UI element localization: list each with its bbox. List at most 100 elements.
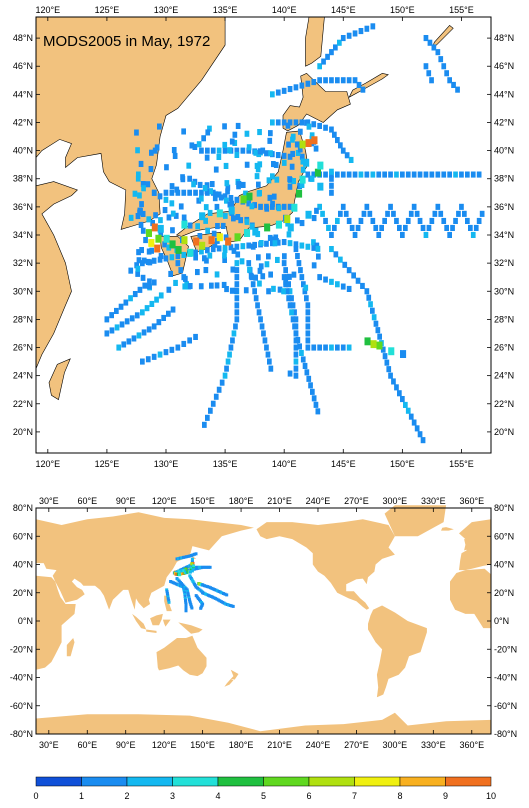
observation-cell [340,344,346,351]
lat-tick-label: 38°N [13,174,33,184]
observation-cell [287,240,293,247]
observation-cell [400,396,405,403]
global-map: 30°E 30°E 60°E 60°E 90°E 90°E 120°E 120°E 150°E 1… [10,496,517,750]
observation-cell [338,142,343,149]
observation-cell [291,271,297,278]
observation-cell [285,122,291,129]
observation-cell [150,220,155,227]
observation-cell [165,588,169,592]
observation-cell [429,77,434,84]
observation-cell [258,240,264,247]
observation-cell [379,224,384,231]
observation-cell [273,161,279,168]
observation-cell [420,437,426,444]
land-mass [224,678,234,687]
observation-cell [358,28,364,35]
observation-cell [167,599,171,602]
observation-cell [180,556,184,560]
observation-cell [158,217,163,224]
lon-tick-label: 30°E [39,496,59,506]
observation-cell [281,239,287,246]
observation-cell [262,337,268,344]
observation-cell [141,185,146,192]
lon-tick-label: 60°E [77,740,97,750]
observation-cell [337,39,342,46]
observation-cell [162,207,168,214]
observation-cell [183,555,187,559]
observation-cell [151,279,157,286]
observation-cell [189,554,193,557]
observation-cell [114,324,120,331]
observation-cell [207,252,213,259]
observation-cell [235,214,241,221]
observation-cell [205,247,210,254]
observation-cell [128,214,134,221]
observation-cell [192,552,196,556]
observation-cell [252,288,257,295]
observation-cell [292,309,297,316]
observation-cell [140,181,146,188]
observation-cell [287,223,294,232]
observation-cell [222,123,227,130]
observation-cell [218,194,224,201]
observation-cell [370,23,376,30]
observation-cell [212,241,218,248]
observation-cell [190,557,194,561]
observation-cell [376,341,383,350]
observation-cell [300,166,306,173]
observation-cell [340,35,346,42]
observation-cell [264,205,270,212]
lat-tick-label: 32°N [13,258,33,268]
observation-cell [255,166,261,173]
land-mass [35,16,226,230]
observation-cell [214,282,220,289]
observation-cell [215,223,220,230]
observation-cell [346,32,352,39]
observation-cell [171,147,177,154]
observation-cell [158,292,164,299]
observation-cell [137,286,143,293]
lat-tick-label: 80°N [13,503,33,513]
observation-cell [470,231,476,238]
observation-cell [181,214,187,221]
observation-cell [158,253,164,260]
observation-cell [286,141,291,148]
observation-cell [191,181,196,188]
observation-cell [209,181,215,188]
observation-cell [293,351,299,358]
observation-cell [329,246,334,253]
regional-ticks: 120°E 120°E 125°E 125°E 130°E 130°E 135°E 135°E… [13,5,514,469]
observation-cell [213,393,219,400]
lat-tick-label: -20°N [494,644,517,654]
observation-cell [140,309,145,316]
observation-cell [305,316,311,323]
observation-cell [140,227,146,234]
observation-cell [247,266,252,273]
observation-cell [220,591,224,595]
observation-cell [189,603,193,607]
observation-cell [271,285,276,292]
observation-cell [154,296,159,303]
observation-cell [408,210,414,217]
observation-cell [320,210,325,217]
observation-cell [286,231,292,238]
observation-cell [170,227,175,234]
observation-cell [295,253,300,260]
observation-cell [270,240,275,247]
observation-cell [314,168,321,177]
observation-cell [248,272,254,279]
observation-cell [109,327,115,334]
observation-cell [222,252,227,259]
observation-cell [224,365,229,372]
observation-cell [309,132,315,139]
observation-cell [224,286,229,293]
lat-tick-label: 38°N [494,174,514,184]
observation-cell [223,234,229,241]
observation-cell [169,189,175,196]
observation-cell [382,171,387,178]
observation-cell [183,593,187,597]
observation-cell [300,158,306,165]
lon-tick-label: 210°E [267,740,292,750]
observation-cell [184,604,188,608]
observation-cell [293,84,299,91]
